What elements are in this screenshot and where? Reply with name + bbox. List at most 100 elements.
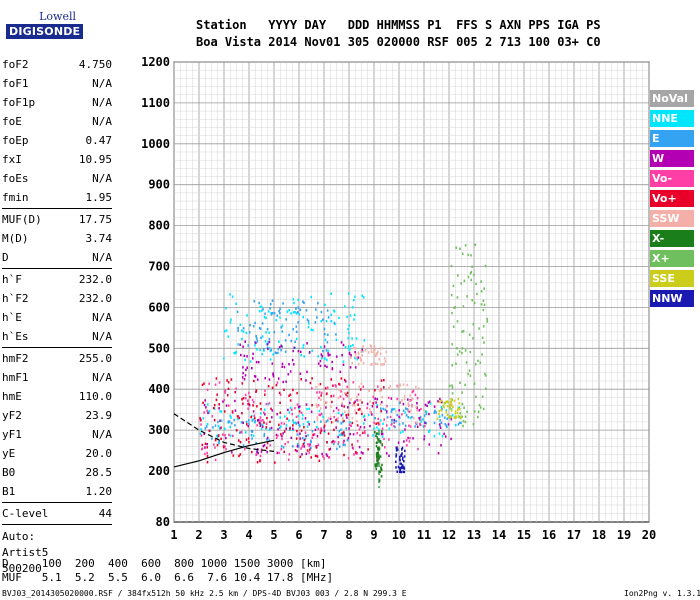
echo-point-nnw [398, 458, 401, 461]
x-tick-label: 14 [492, 528, 506, 542]
echo-point-e [262, 308, 264, 311]
echo-point-e [238, 431, 241, 434]
echo-point-w [266, 436, 269, 440]
echo-point-vominus [265, 422, 268, 425]
echo-point-e [419, 415, 422, 419]
echo-point-e [241, 421, 243, 424]
echo-point-nne [224, 427, 226, 430]
echo-point-e [441, 414, 444, 417]
param-row-fof2: foF2 4.750 [2, 55, 112, 74]
echo-point-xplus [481, 395, 484, 398]
echo-point-vominus [332, 394, 335, 397]
echo-point-nne [200, 428, 202, 431]
echo-point-w [364, 418, 366, 421]
param-name: hmF2 [2, 352, 29, 365]
echo-point-voplus [239, 453, 242, 456]
echo-point-e [263, 432, 266, 436]
echo-point-nnw [401, 464, 404, 467]
echo-point-voplus [206, 461, 209, 464]
echo-point-nne [324, 357, 326, 360]
param-separator [2, 208, 112, 209]
echo-point-nne [308, 407, 310, 411]
echo-point-xminus [374, 431, 376, 434]
echo-point-w [247, 425, 250, 428]
echo-point-nne [199, 432, 202, 435]
echo-point-voplus [214, 439, 217, 442]
param-value: N/A [92, 172, 112, 185]
echo-point-nne [402, 430, 404, 433]
echo-point-e [422, 425, 425, 428]
echo-point-w [444, 435, 447, 438]
echo-point-nne [297, 414, 300, 418]
echo-point-xplus [451, 386, 454, 389]
echo-point-vominus [346, 395, 349, 398]
echo-point-e [322, 349, 324, 353]
echo-point-vominus [295, 415, 298, 419]
echo-point-vominus [228, 404, 230, 407]
echo-point-ssw [415, 385, 417, 389]
param-row-d: D N/A [2, 248, 112, 267]
echo-point-ssw [368, 389, 370, 393]
logo-top-text: Lowell [39, 10, 76, 23]
echo-point-voplus [255, 389, 258, 392]
echo-point-sse [445, 410, 448, 414]
echo-point-w [297, 405, 300, 409]
echo-point-vominus [223, 398, 225, 402]
echo-point-e [394, 425, 396, 429]
echo-point-voplus [241, 382, 244, 385]
param-value: 20.0 [85, 447, 113, 460]
echo-point-voplus [206, 446, 208, 449]
echo-point-xplus [450, 293, 453, 297]
echo-point-voplus [330, 395, 333, 398]
echo-point-w [439, 397, 441, 401]
echo-point-w [281, 365, 283, 368]
legend-item-xplus: X+ [650, 250, 694, 267]
echo-point-e [433, 421, 436, 425]
echo-point-nne [438, 432, 441, 435]
echo-point-w [339, 370, 342, 373]
echo-point-xplus [474, 243, 477, 246]
echo-point-w [438, 423, 441, 426]
echo-point-e [325, 420, 328, 423]
param-name: yE [2, 447, 16, 460]
echo-point-voplus [351, 443, 353, 446]
echo-point-ssw [371, 362, 373, 366]
echo-point-nne [424, 410, 427, 413]
param-name: foEs [2, 172, 29, 185]
echo-point-w [331, 360, 333, 364]
echo-point-nnw [401, 448, 403, 451]
echo-point-ssw [362, 350, 365, 353]
echo-point-e [326, 309, 329, 312]
param-name: foF1p [2, 96, 36, 109]
echo-point-e [263, 347, 265, 351]
echo-point-w [243, 378, 246, 381]
echo-point-sse [455, 416, 457, 419]
echo-point-xminus [376, 432, 378, 435]
echo-point-nne [337, 411, 340, 415]
echo-point-xminus [377, 447, 379, 450]
echo-point-w [390, 397, 393, 400]
echo-point-sse [445, 400, 448, 403]
echo-point-nnw [403, 455, 406, 458]
echo-point-vominus [287, 458, 290, 461]
echo-point-e [311, 430, 314, 433]
echo-point-nne [202, 417, 205, 420]
echo-point-nne [293, 421, 295, 425]
echo-point-ssw [370, 345, 373, 348]
echo-point-w [397, 441, 400, 444]
echo-point-nne [346, 315, 348, 319]
echo-point-e [256, 337, 258, 340]
echo-point-ssw [375, 354, 377, 357]
echo-point-w [287, 408, 289, 412]
echo-point-vominus [387, 396, 390, 399]
echo-point-e [315, 308, 317, 311]
echo-point-nnw [403, 467, 406, 470]
echo-point-w [276, 413, 278, 416]
echo-point-nne [263, 349, 265, 352]
echo-point-vominus [362, 385, 365, 388]
echo-point-e [305, 309, 308, 312]
echo-point-nnw [395, 466, 397, 469]
echo-point-nne [302, 343, 305, 347]
echo-point-w [242, 345, 244, 348]
echo-point-w [242, 371, 244, 375]
